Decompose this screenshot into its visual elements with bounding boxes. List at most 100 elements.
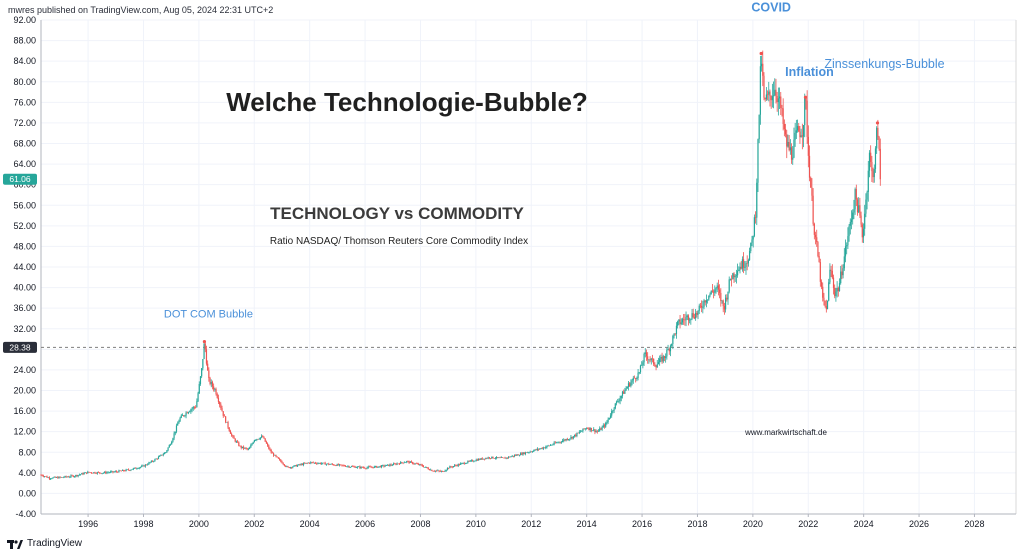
candle-body xyxy=(691,313,693,319)
candle-body xyxy=(227,422,229,428)
candle-body xyxy=(383,465,385,467)
candle-body xyxy=(848,225,850,237)
candle-body xyxy=(540,448,542,449)
candle-body xyxy=(223,415,226,417)
y-tick-label: 76.00 xyxy=(13,97,36,107)
candle-body xyxy=(207,363,209,371)
candle-body xyxy=(607,419,609,422)
candle-body xyxy=(243,446,245,449)
candle-body xyxy=(771,96,773,101)
candle-body xyxy=(876,127,878,149)
candle-body xyxy=(284,465,287,467)
candle-body xyxy=(246,448,248,450)
candle-body xyxy=(636,378,638,380)
candle-body xyxy=(372,467,374,468)
candle-body xyxy=(533,450,535,452)
candle-body xyxy=(862,228,865,238)
candle-body xyxy=(47,477,49,479)
candle-body xyxy=(123,469,125,471)
candle-body xyxy=(407,461,409,462)
candle-body xyxy=(63,477,65,478)
candle-body xyxy=(503,457,505,459)
candle-body xyxy=(444,470,446,472)
candle-body xyxy=(729,279,732,280)
candle-body xyxy=(617,401,619,403)
candle-body xyxy=(690,318,692,320)
candle-body xyxy=(699,305,702,307)
candle-body xyxy=(392,463,395,466)
candle-body xyxy=(498,457,500,459)
candle-body xyxy=(180,415,182,418)
candle-body xyxy=(802,125,805,137)
candle-body xyxy=(687,315,690,321)
candle-body xyxy=(669,345,672,352)
candle-body xyxy=(579,431,582,433)
candle-body xyxy=(651,358,654,360)
candle-body xyxy=(613,408,615,411)
x-tick-label: 2004 xyxy=(300,519,320,529)
candle-body xyxy=(582,428,584,431)
candle-body xyxy=(781,108,783,109)
candle-body xyxy=(275,454,277,457)
candle-body xyxy=(121,469,124,471)
tradingview-logo[interactable]: TradingView xyxy=(7,538,82,549)
candle-body xyxy=(367,466,369,468)
y-tick-label: 24.00 xyxy=(13,365,36,375)
candle-body xyxy=(195,407,197,408)
candle-body xyxy=(370,466,372,468)
candle-body xyxy=(762,63,764,76)
candle-body xyxy=(473,461,475,462)
candle-body xyxy=(49,478,52,480)
candle-body xyxy=(689,319,691,321)
candle-body xyxy=(295,465,297,467)
candle-body xyxy=(854,189,856,210)
candle-body xyxy=(72,475,74,477)
candle-body xyxy=(878,136,880,149)
candle-body xyxy=(679,319,681,325)
candle-body xyxy=(852,212,854,220)
candle-body xyxy=(40,474,42,476)
candle-body xyxy=(162,454,164,456)
candle-body xyxy=(360,466,362,469)
candle-body xyxy=(684,319,686,321)
candle-body xyxy=(517,454,519,456)
candle-body xyxy=(136,468,138,470)
candle-body xyxy=(518,455,520,456)
candle-body xyxy=(645,352,648,357)
candle-body xyxy=(255,439,257,441)
candle-body xyxy=(186,412,188,414)
candle-body xyxy=(490,458,492,459)
candle-body xyxy=(320,463,323,465)
candle-body xyxy=(744,266,746,268)
candle-body xyxy=(864,213,866,229)
candle-body xyxy=(249,447,251,450)
candle-body xyxy=(612,410,614,412)
candle-body xyxy=(397,463,399,465)
candle-body xyxy=(608,417,610,420)
candle-body xyxy=(806,100,808,137)
candle-body xyxy=(147,464,149,466)
y-tick-label: 68.00 xyxy=(13,139,36,149)
svg-text:61.06: 61.06 xyxy=(9,174,31,184)
candle-body xyxy=(563,439,565,441)
candle-body xyxy=(205,349,208,364)
candle-body xyxy=(334,465,336,466)
candle-body xyxy=(421,464,423,467)
candle-body xyxy=(348,466,350,468)
candle-body xyxy=(445,469,447,471)
candle-body xyxy=(600,428,602,430)
candle-body xyxy=(716,285,718,289)
candle-body xyxy=(728,279,730,292)
candle-body xyxy=(261,436,263,438)
x-tick-label: 1998 xyxy=(133,519,153,529)
candle-body xyxy=(786,134,788,147)
candle-body xyxy=(99,472,101,474)
candle-body xyxy=(814,234,817,238)
candle-body xyxy=(51,478,53,480)
candle-body xyxy=(82,473,84,475)
candle-body xyxy=(302,463,305,465)
candle-body xyxy=(499,457,501,459)
candle-body xyxy=(766,94,769,96)
candle-body xyxy=(778,96,781,99)
candle-body xyxy=(609,415,612,418)
